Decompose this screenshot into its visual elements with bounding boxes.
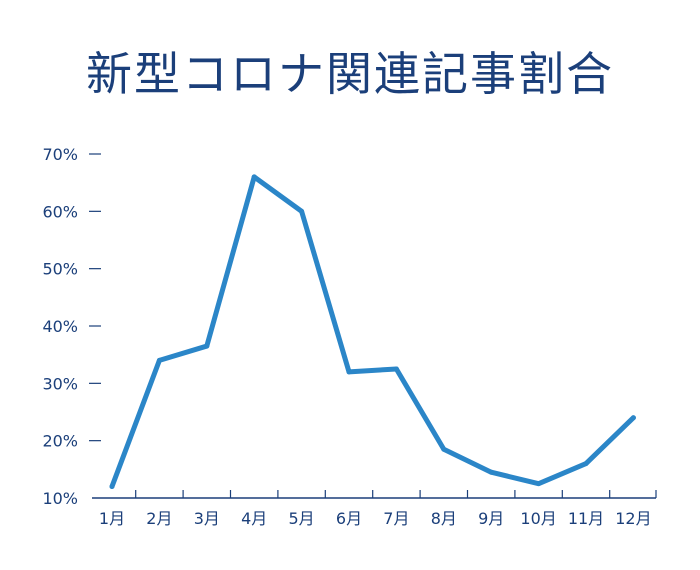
- data-point: [630, 415, 636, 421]
- x-tick-label: 6月: [336, 509, 362, 528]
- y-tick-label: 40%: [42, 317, 78, 336]
- y-tick-label: 50%: [42, 260, 78, 279]
- data-point: [583, 461, 589, 467]
- data-point: [251, 174, 257, 180]
- x-tick-label: 11月: [568, 509, 604, 528]
- data-point: [393, 366, 399, 372]
- y-tick-label: 10%: [42, 489, 78, 508]
- y-tick-label: 30%: [42, 374, 78, 393]
- x-tick-label: 5月: [289, 509, 315, 528]
- y-tick-label: 60%: [42, 202, 78, 221]
- data-point: [488, 469, 494, 475]
- x-tick-label: 3月: [194, 509, 220, 528]
- chart-title: 新型コロナ関連記事割合: [86, 47, 614, 101]
- series-line: [109, 174, 636, 490]
- data-point: [346, 369, 352, 375]
- data-point: [536, 481, 542, 487]
- x-tick-label: 8月: [431, 509, 457, 528]
- data-point: [109, 484, 115, 490]
- data-point: [156, 357, 162, 363]
- y-tick-label: 20%: [42, 432, 78, 451]
- x-tick-label: 12月: [615, 509, 651, 528]
- x-tick-label: 7月: [383, 509, 409, 528]
- y-tick-label: 70%: [42, 145, 78, 164]
- x-tick-label: 9月: [478, 509, 504, 528]
- x-tick-label: 2月: [146, 509, 172, 528]
- data-point: [299, 208, 305, 214]
- x-tick-label: 4月: [241, 509, 267, 528]
- x-tick-label: 1月: [99, 509, 125, 528]
- x-tick-label: 10月: [520, 509, 556, 528]
- data-point: [441, 446, 447, 452]
- data-point: [204, 343, 210, 349]
